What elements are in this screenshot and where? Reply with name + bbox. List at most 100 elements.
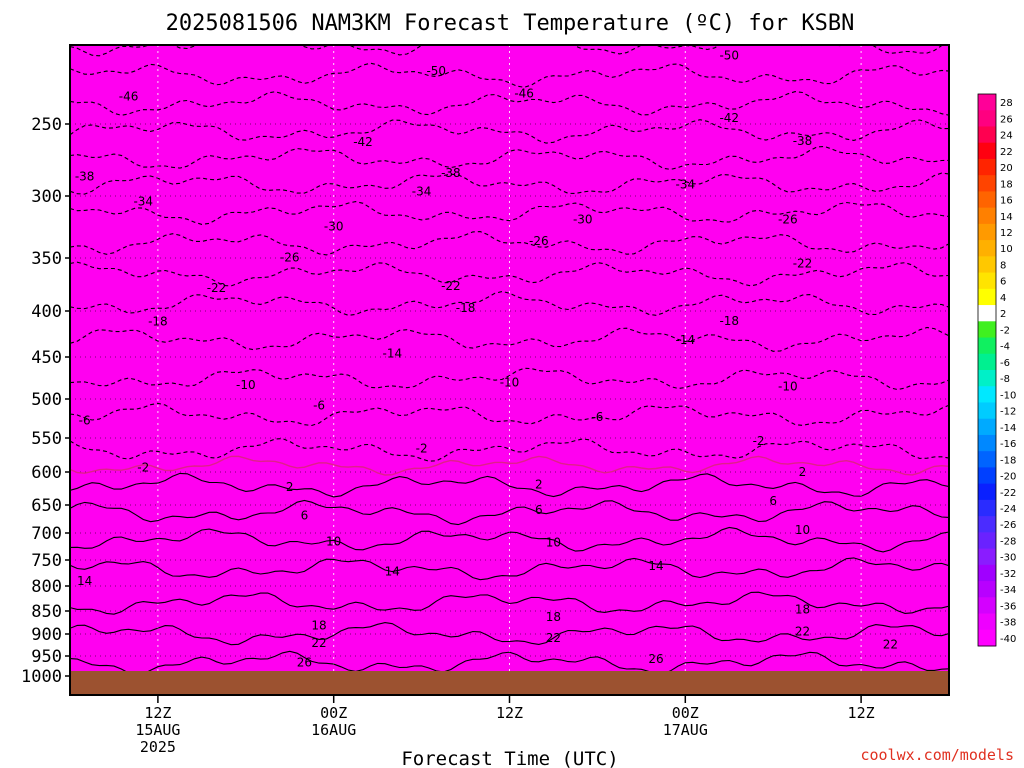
- y-tick-label: 650: [31, 496, 62, 516]
- contour-line: [70, 557, 949, 581]
- contour-label: -22: [441, 279, 461, 293]
- colorbar-label: 24: [1000, 131, 1013, 142]
- contour-line: [70, 650, 949, 676]
- contour-label: -34: [412, 184, 432, 198]
- contour-label: 2: [799, 465, 807, 479]
- colorbar-label: 20: [1000, 163, 1013, 174]
- contour-label: -34: [133, 194, 153, 208]
- contour-lines: [70, 45, 949, 676]
- colorbar-label: -18: [1000, 455, 1016, 466]
- contour-label: 22: [883, 637, 898, 651]
- y-tick-label: 850: [31, 602, 62, 622]
- colorbar-swatch: [978, 321, 996, 339]
- colorbar-swatch: [978, 451, 996, 468]
- contour-label: -30: [324, 219, 344, 233]
- colorbar-swatch: [978, 532, 996, 550]
- colorbar-swatch: [978, 110, 996, 127]
- contour-label: -50: [426, 64, 446, 78]
- contour-label: -38: [441, 166, 461, 180]
- y-tick-label: 300: [31, 187, 62, 207]
- colorbar-label: -16: [1000, 439, 1016, 450]
- y-tick-label: 550: [31, 429, 62, 449]
- y-tick-label: 450: [31, 348, 62, 368]
- contour-label: -22: [793, 256, 813, 270]
- contour-label: -26: [778, 213, 798, 227]
- colorbar-label: -32: [1000, 569, 1016, 580]
- colorbar-label: -4: [1000, 342, 1010, 353]
- y-tick-label: 600: [31, 463, 62, 483]
- colorbar-label: 6: [1000, 277, 1006, 288]
- contour-label: 6: [301, 508, 309, 522]
- contour-label: 18: [311, 619, 326, 633]
- contour-label: -26: [529, 234, 549, 248]
- contour-label: 10: [546, 536, 561, 550]
- y-tick-label: 1000: [21, 667, 62, 687]
- colorbar-swatch: [978, 305, 996, 322]
- contour-label: -46: [119, 89, 139, 103]
- colorbar-swatch: [978, 272, 996, 290]
- contour-label: -34: [675, 177, 695, 191]
- contour-label: -6: [79, 413, 91, 427]
- x-tick-label: 00Z: [672, 704, 699, 722]
- contour-label: 14: [77, 574, 92, 588]
- contour-label: 6: [769, 494, 777, 508]
- contour-label: -46: [514, 87, 534, 101]
- colorbar-swatch: [978, 240, 996, 257]
- colorbar-swatch: [978, 175, 996, 192]
- x-tick-label: 17AUG: [663, 721, 708, 739]
- contour-line: [70, 91, 949, 116]
- y-tick-label: 400: [31, 302, 62, 322]
- contour-label: -18: [148, 314, 168, 328]
- contour-label: -14: [675, 333, 695, 347]
- contour-label: -14: [382, 346, 402, 360]
- colorbar: 28 26 24 22 20 18 16 14 12 10 8 6 4 2 -2 -4 -6 -8 -10 -12 -1…: [977, 93, 1016, 647]
- colorbar-swatch: [978, 467, 996, 485]
- colorbar-swatch: [978, 223, 996, 241]
- y-tick-label: 500: [31, 390, 62, 410]
- colorbar-swatch: [978, 499, 996, 517]
- colorbar-label: 18: [1000, 179, 1013, 190]
- contour-label: -6: [313, 399, 325, 413]
- x-tick-label: 12Z: [144, 704, 171, 722]
- y-tick-label: 350: [31, 249, 62, 269]
- contour-label: -2: [137, 460, 149, 474]
- y-tick-label: 750: [31, 551, 62, 571]
- chart-title: 2025081506 NAM3KM Forecast Temperature (…: [166, 11, 855, 36]
- colorbar-label: 10: [1000, 244, 1013, 255]
- x-axis-label: Forecast Time (UTC): [401, 748, 618, 768]
- x-tick-label: 16AUG: [311, 721, 356, 739]
- contour-labels: -46 -50 -46 -50 -42 -42 -38 -38 -38 -34 -34 -34 -30 -…: [75, 49, 898, 670]
- colorbar-swatch: [978, 402, 996, 420]
- colorbar-swatch: [978, 353, 996, 371]
- colorbar-label: -8: [1000, 374, 1010, 385]
- x-tick-label: 12Z: [496, 704, 523, 722]
- contour-label: -38: [75, 170, 95, 184]
- y-axis: 250 300 350 400 450 500 550 600 650 700 750 800 850 9…: [21, 115, 70, 687]
- contour-line: [70, 290, 949, 316]
- colorbar-label: -30: [1000, 553, 1016, 564]
- contour-line: [70, 261, 949, 287]
- contour-label: 26: [297, 655, 312, 669]
- freezing-line: [70, 455, 949, 476]
- contour-line: [70, 201, 949, 225]
- colorbar-swatch: [978, 158, 996, 176]
- colorbar-label: -2: [1000, 325, 1010, 336]
- colorbar-swatch: [978, 613, 996, 631]
- contour-label: 10: [326, 534, 341, 548]
- colorbar-swatch: [978, 126, 996, 144]
- contour-label: 2: [535, 477, 543, 491]
- colorbar-label: -22: [1000, 488, 1016, 499]
- colorbar-swatch: [978, 337, 996, 355]
- colorbar-label: 28: [1000, 98, 1013, 109]
- colorbar-swatch: [978, 94, 996, 111]
- y-tick-label: 800: [31, 577, 62, 597]
- colorbar-frame: [977, 93, 997, 647]
- ground-layer: [70, 671, 949, 695]
- colorbar-label: -34: [1000, 585, 1016, 596]
- colorbar-label: -28: [1000, 536, 1016, 547]
- contour-line: [70, 591, 949, 615]
- contour-label: 10: [795, 523, 810, 537]
- colorbar-swatch: [978, 207, 996, 225]
- colorbar-swatch: [978, 191, 996, 209]
